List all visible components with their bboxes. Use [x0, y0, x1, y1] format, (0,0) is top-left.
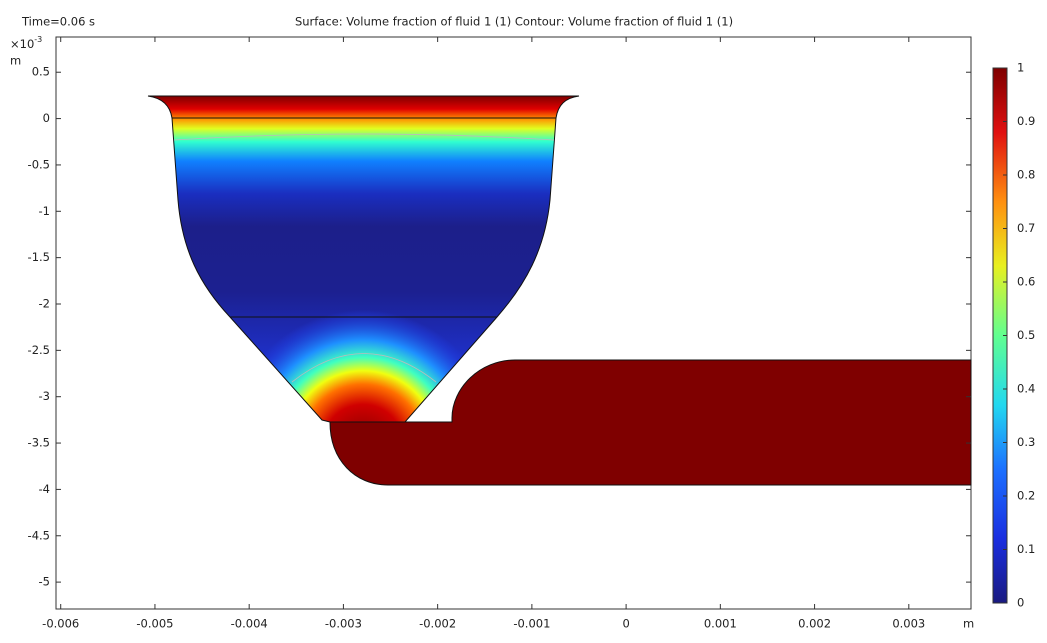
- y-tick-label: -5: [39, 575, 50, 589]
- colorbar-tick-label: 0.2: [1017, 489, 1035, 503]
- contour-line: [291, 353, 437, 383]
- colorbar-tick-label: 0: [1017, 596, 1024, 610]
- colorbar-tick-label: 0.4: [1017, 382, 1035, 396]
- channel-domain: [329, 359, 972, 486]
- x-tick-label: 0.003: [892, 617, 925, 631]
- y-tick-label: -1: [39, 204, 50, 218]
- x-tick-label: -0.004: [231, 617, 268, 631]
- y-unit: m: [10, 54, 21, 68]
- contour-line: [173, 133, 555, 141]
- colorbar-tick-label: 0.5: [1017, 328, 1035, 342]
- x-tick-label: -0.001: [513, 617, 550, 631]
- x-tick-label: 0.001: [704, 617, 737, 631]
- y-tick-label: 0: [43, 111, 50, 125]
- y-tick-label: -4.5: [28, 528, 50, 542]
- y-scale: ×10-3: [10, 35, 42, 51]
- y-tick-label: 0.5: [32, 65, 50, 79]
- y-tick-label: -4: [39, 482, 50, 496]
- x-tick-label: -0.005: [136, 617, 173, 631]
- y-tick-label: -2: [39, 296, 50, 310]
- y-tick-label: -3: [39, 389, 50, 403]
- y-tick-label: -0.5: [28, 157, 50, 171]
- colorbar-tick-label: 0.6: [1017, 275, 1035, 289]
- x-tick-label: -0.002: [419, 617, 456, 631]
- x-tick-label: 0.002: [798, 617, 831, 631]
- y-tick-label: -3.5: [28, 436, 50, 450]
- colorbar-tick-label: 0.8: [1017, 168, 1035, 182]
- y-tick-label: -1.5: [28, 250, 50, 264]
- y-scale-label: ×10: [10, 37, 34, 51]
- y-scale-exponent: -3: [34, 35, 42, 44]
- colorbar-tick-label: 1: [1017, 61, 1024, 75]
- x-tick-label: -0.003: [325, 617, 362, 631]
- x-tick-label: -0.006: [42, 617, 79, 631]
- colorbar-tick-label: 0.9: [1017, 114, 1035, 128]
- colorbar-tick-label: 0.7: [1017, 221, 1035, 235]
- x-tick-label: 0: [622, 617, 629, 631]
- colorbar-tick-label: 0.3: [1017, 435, 1035, 449]
- y-tick-label: -2.5: [28, 343, 50, 357]
- time-label: Time=0.06 s: [21, 15, 95, 29]
- colorbar-tick-label: 0.1: [1017, 542, 1035, 556]
- chart-title: Surface: Volume fraction of fluid 1 (1) …: [295, 15, 733, 29]
- x-unit: m: [963, 617, 974, 631]
